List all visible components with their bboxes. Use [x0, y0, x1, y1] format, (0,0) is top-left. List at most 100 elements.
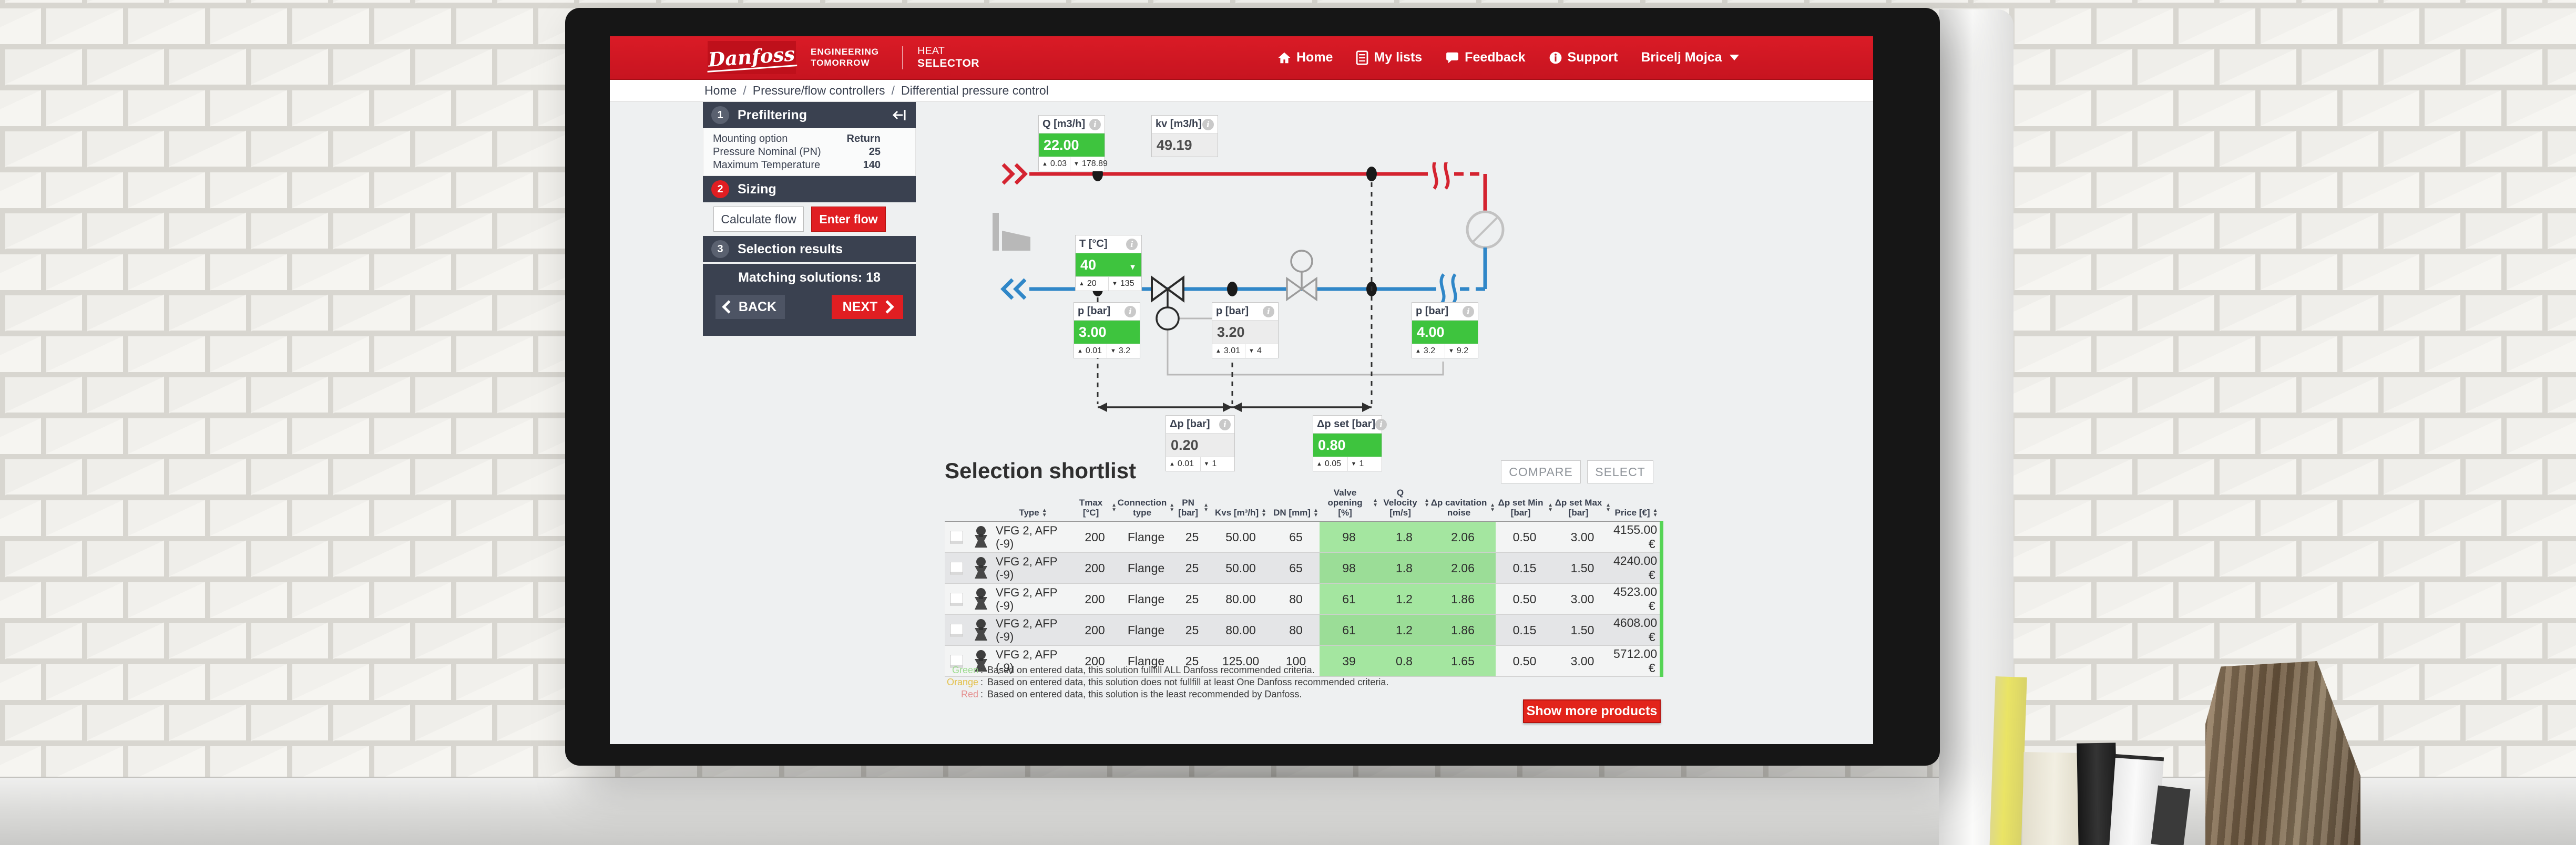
nav-feedback[interactable]: Feedback [1445, 50, 1526, 65]
step-prefiltering-header[interactable]: 1 Prefiltering [703, 102, 916, 128]
yellow-book [1989, 676, 2027, 845]
info-icon[interactable] [1125, 305, 1136, 317]
compare-button[interactable]: COMPARE [1501, 460, 1581, 483]
table-row[interactable]: VFG 2, AFP (-9) 200 Flange 25 50.00 65 9… [945, 521, 1663, 553]
col-dp-cavitation[interactable]: Δp cavitation noise [1430, 487, 1496, 522]
select-button[interactable]: SELECT [1587, 460, 1653, 483]
info-icon[interactable] [1263, 305, 1274, 317]
row-checkbox[interactable] [950, 530, 963, 544]
pressure-controller-valve [1151, 275, 1184, 331]
tagline-line2: TOMORROW [811, 58, 870, 68]
row-checkbox[interactable] [950, 654, 963, 668]
table-row[interactable]: VFG 2, AFP (-9) 200 Flange 25 125.00 100… [945, 645, 1663, 677]
info-icon[interactable] [1202, 118, 1214, 130]
kv-label: kv [m3/h] [1156, 118, 1202, 130]
col-dp-set-max[interactable]: Δp set Max [bar] [1553, 487, 1611, 522]
col-type[interactable]: Type [994, 487, 1072, 522]
info-icon[interactable] [1375, 418, 1387, 430]
nav-my-lists[interactable]: My lists [1356, 50, 1422, 65]
temperature-select[interactable]: 40 [1076, 253, 1141, 276]
heat-selector-title: HEAT SELECTOR [917, 45, 979, 69]
step-selection-results-header[interactable]: 3 Selection results [703, 236, 916, 262]
col-valve-opening[interactable]: Valve opening [%] [1320, 487, 1378, 522]
next-button[interactable]: NEXT [832, 295, 903, 319]
enter-flow-button[interactable]: Enter flow [811, 207, 886, 232]
nav-support[interactable]: Support [1549, 50, 1618, 65]
color-legend: Green: Based on entered data, this solut… [945, 665, 1389, 701]
col-dp-set-min[interactable]: Δp set Min [bar] [1496, 487, 1553, 522]
dp-set-min: 0.05 [1313, 457, 1347, 471]
danfoss-logo[interactable]: Danfoss [706, 41, 798, 74]
show-more-products-button[interactable]: Show more products [1523, 699, 1661, 723]
prefilter-row: Maximum Temperature 140 [713, 159, 906, 172]
page-title: Selection shortlist [945, 458, 1137, 483]
col-dn[interactable]: DN [mm] [1272, 487, 1320, 522]
checkbox-column-header [945, 487, 968, 522]
col-price[interactable]: Price [€] [1611, 487, 1661, 522]
sort-icon [1042, 508, 1047, 518]
flow-label: Q [m3/h] [1042, 118, 1086, 130]
legend-red-row: Red: Based on entered data, this solutio… [945, 689, 1388, 699]
prefilter-row: Mounting option Return [713, 132, 906, 146]
legend-red-text: Based on entered data, this solution is … [987, 689, 1302, 699]
row-checkbox[interactable] [950, 561, 963, 575]
table-row[interactable]: VFG 2, AFP (-9) 200 Flange 25 80.00 80 6… [945, 583, 1663, 615]
col-kvs[interactable]: Kvs [m³/h] [1209, 487, 1272, 522]
row-checkbox[interactable] [950, 623, 963, 637]
table-row[interactable]: VFG 2, AFP (-9) 200 Flange 25 80.00 80 6… [945, 614, 1663, 646]
table-row[interactable]: VFG 2, AFP (-9) 200 Flange 25 50.00 65 9… [945, 552, 1663, 584]
step-sizing-header[interactable]: 2 Sizing [703, 176, 916, 202]
pump-icon [1466, 210, 1505, 249]
header-nav: Home My lists Feedback Support Bricelj M… [1277, 36, 1739, 79]
chevron-left-icon [722, 300, 735, 314]
table-header-row: Type Tmax [°C] Connection type PN [bar] … [945, 487, 1661, 522]
dp-set-input[interactable]: 0.80 [1313, 433, 1382, 457]
temperature-label: T [°C] [1079, 238, 1108, 250]
back-button[interactable]: BACK [715, 295, 785, 319]
row-checkbox[interactable] [950, 592, 963, 606]
info-icon[interactable] [1219, 418, 1231, 430]
legend-red-label: Red [960, 689, 978, 699]
breadcrumb-section[interactable]: Pressure/flow controllers [752, 84, 885, 97]
dp-output-box: Δp [bar] 0.20 0.011 [1166, 415, 1235, 471]
pressure1-input[interactable]: 3.00 [1074, 320, 1140, 344]
temperature-input-box: T [°C] 40 20135 [1075, 235, 1142, 291]
back-label: BACK [738, 299, 777, 314]
kv-value: 49.19 [1152, 133, 1218, 157]
nav-my-lists-label: My lists [1374, 50, 1423, 65]
temperature-value: 40 [1080, 256, 1097, 273]
col-q-velocity[interactable]: Q Velocity [m/s] [1378, 487, 1430, 522]
sort-icon [1313, 508, 1318, 518]
calculate-flow-button[interactable]: Calculate flow [713, 207, 804, 232]
user-menu[interactable]: Bricelj Mojca [1641, 50, 1739, 65]
legend-orange-label: Orange [946, 677, 978, 687]
col-connection[interactable]: Connection type [1117, 487, 1175, 522]
legend-green-row: Green: Based on entered data, this solut… [945, 665, 1388, 675]
pressure3-max: 9.2 [1445, 344, 1478, 358]
danfoss-logo-text: Danfoss [706, 42, 798, 73]
flow-input[interactable]: 22.00 [1039, 133, 1105, 157]
nav-home[interactable]: Home [1277, 50, 1333, 65]
dp-value: 0.20 [1166, 433, 1234, 457]
pressure2-min: 3.01 [1212, 344, 1245, 358]
pressure1-input-box: p [bar] 3.00 0.013.2 [1074, 302, 1140, 358]
pressure3-input[interactable]: 4.00 [1412, 320, 1478, 344]
col-tmax[interactable]: Tmax [°C] [1072, 487, 1117, 522]
legend-green-text: Based on entered data, this solution ful… [987, 665, 1315, 675]
next-label: NEXT [842, 299, 878, 314]
sort-icon [1169, 503, 1174, 512]
engineering-tomorrow-tagline: ENGINEERING TOMORROW [811, 46, 879, 68]
collapse-sidebar-icon[interactable] [892, 108, 907, 122]
col-pn[interactable]: PN [bar] [1175, 487, 1209, 522]
breadcrumb-home[interactable]: Home [704, 84, 737, 97]
info-icon[interactable] [1463, 305, 1474, 317]
info-icon[interactable] [1089, 118, 1101, 130]
results-table: Type Tmax [°C] Connection type PN [bar] … [945, 487, 1663, 677]
info-icon[interactable] [1126, 238, 1138, 250]
step3-label: Selection results [738, 241, 843, 256]
motorized-valve [1286, 250, 1317, 302]
dp-min: 0.01 [1166, 457, 1200, 471]
sort-icon [1548, 503, 1553, 512]
sort-icon [1261, 508, 1266, 518]
